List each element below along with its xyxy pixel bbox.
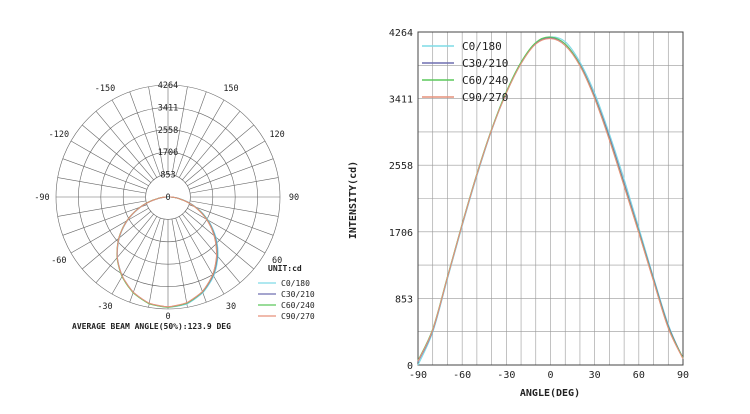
- polar-radial-label: 0: [165, 193, 170, 203]
- plot-frame: [417, 31, 684, 366]
- polar-spoke: [175, 91, 207, 177]
- polar-radial-label: 3411: [158, 103, 178, 113]
- polar-spoke: [111, 216, 158, 295]
- polar-spoke: [70, 207, 149, 254]
- polar-angle-label: 0: [165, 312, 170, 322]
- polar-angle-label: -120: [49, 130, 69, 140]
- polar-spoke: [95, 111, 154, 181]
- polar-spoke: [190, 177, 279, 194]
- polar-legend-label: C90/270: [281, 312, 315, 321]
- y-tick-label: 1706: [389, 228, 413, 239]
- polar-unit-label: UNIT:cd: [268, 264, 302, 273]
- polar-spoke: [82, 211, 152, 270]
- legend-label: C0/180: [462, 40, 502, 53]
- polar-spoke: [182, 213, 241, 283]
- x-tick-label: -30: [497, 370, 515, 381]
- series-line: [417, 38, 684, 362]
- line-grid: [417, 31, 684, 366]
- polar-spoke: [148, 219, 165, 308]
- line-chart: -90 -60 -30 0 30 60 90 0 853 1706 2558 3411 4264 ANG…: [348, 28, 689, 399]
- y-tick-label: 3411: [389, 95, 413, 106]
- legend-label: C90/270: [462, 91, 508, 104]
- polar-angle-label: 120: [269, 130, 284, 140]
- legend-label: C30/210: [462, 57, 508, 70]
- polar-spoke: [82, 124, 152, 183]
- polar-spoke: [171, 86, 188, 175]
- polar-spoke: [171, 219, 188, 308]
- polar-spoke: [184, 124, 254, 183]
- polar-radial-label: 4264: [158, 81, 178, 91]
- polar-spoke: [187, 140, 266, 187]
- polar-angle-label: 90: [289, 193, 299, 203]
- polar-chart: 0 853 1706 2558 3411 4264 -150 -120 -90 -60 -30 30 6…: [34, 81, 315, 331]
- x-axis-label: ANGLE(DEG): [520, 388, 580, 399]
- polar-spoke: [62, 158, 148, 190]
- line-series: [417, 36, 684, 366]
- legend-label: C60/240: [462, 74, 508, 87]
- x-tick-label: 60: [633, 370, 645, 381]
- polar-angle-label: -150: [95, 84, 115, 94]
- polar-grid: [55, 84, 281, 310]
- polar-angle-label: 150: [223, 84, 238, 94]
- x-tick-label: 30: [589, 370, 601, 381]
- x-tick-label: 0: [547, 370, 553, 381]
- polar-angle-label: -30: [97, 302, 112, 312]
- polar-spoke: [57, 177, 146, 194]
- polar-legend-label: C0/180: [281, 279, 310, 288]
- polar-spoke: [57, 200, 146, 217]
- polar-angle-label: 60: [272, 256, 282, 266]
- polar-spoke: [184, 211, 254, 270]
- polar-spoke: [178, 216, 225, 295]
- polar-spoke: [148, 86, 165, 175]
- x-tick-label: -60: [453, 370, 471, 381]
- line-tick-labels: -90 -60 -30 0 30 60 90 0 853 1706 2558 3411 4264: [389, 28, 689, 381]
- polar-spoke: [182, 111, 241, 181]
- y-tick-label: 853: [395, 294, 413, 305]
- polar-spoke: [175, 217, 207, 303]
- polar-spoke: [129, 217, 161, 303]
- polar-footer: AVERAGE BEAM ANGLE(50%):123.9 DEG: [72, 322, 231, 331]
- polar-angle-label: -90: [34, 193, 49, 203]
- polar-labels: 0 853 1706 2558 3411 4264 -150 -120 -90 -60 -30 30 6…: [34, 81, 299, 322]
- polar-spoke: [190, 200, 279, 217]
- polar-spoke: [62, 204, 148, 236]
- polar-spoke: [188, 158, 274, 190]
- y-tick-label: 0: [407, 361, 413, 372]
- polar-spoke: [111, 99, 158, 178]
- polar-spoke: [95, 213, 154, 283]
- polar-legend-label: C60/240: [281, 301, 315, 310]
- polar-curves: [116, 196, 219, 308]
- polar-angle-label: -60: [51, 256, 66, 266]
- polar-legend-label: C30/210: [281, 290, 315, 299]
- line-legend: C0/180 C30/210 C60/240 C90/270: [422, 40, 508, 104]
- y-tick-label: 2558: [389, 161, 413, 172]
- polar-radial-label: 853: [160, 171, 175, 181]
- polar-spoke: [187, 207, 266, 254]
- y-tick-label: 4264: [389, 28, 413, 39]
- x-tick-label: 90: [677, 370, 689, 381]
- x-tick-label: -90: [409, 370, 427, 381]
- polar-curve: [116, 196, 218, 308]
- polar-spoke: [70, 140, 149, 187]
- polar-angle-label: 30: [226, 302, 236, 312]
- polar-radial-label: 1706: [158, 148, 178, 158]
- polar-legend: C0/180 C30/210 C60/240 C90/270: [258, 279, 315, 321]
- y-axis-label: INTENSITY(cd): [348, 161, 359, 239]
- polar-radial-label: 2558: [158, 126, 178, 136]
- polar-spoke: [188, 204, 274, 236]
- polar-spoke: [178, 99, 225, 178]
- polar-spoke: [129, 91, 161, 177]
